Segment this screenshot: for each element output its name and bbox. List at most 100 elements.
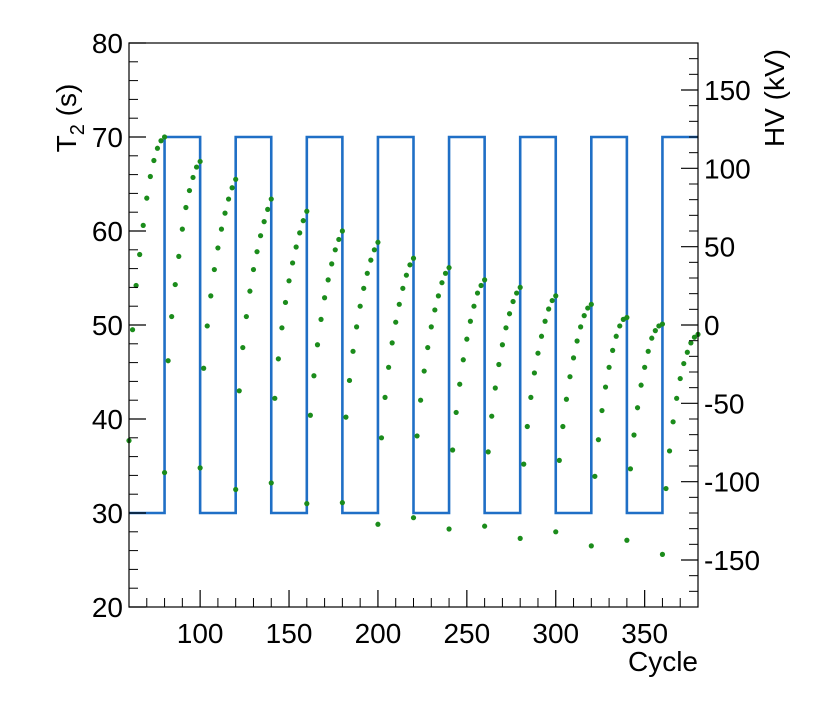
t2-point [659, 321, 666, 327]
t2-point [659, 551, 666, 557]
y2-tick-label: -50 [704, 388, 744, 419]
t2-point [549, 297, 555, 304]
t2-point [482, 277, 488, 283]
t2-point [293, 244, 299, 250]
t2-point [691, 334, 698, 340]
t2-point [538, 333, 545, 339]
t2-point [663, 485, 669, 492]
t2-point [137, 251, 143, 258]
t2-point [666, 448, 673, 454]
t2-point [179, 226, 185, 232]
t2-point [631, 432, 637, 438]
t2-point [634, 405, 641, 411]
t2-point [606, 364, 612, 370]
t2-point [225, 196, 232, 202]
t2-point [453, 409, 459, 416]
t2-point [610, 347, 616, 353]
x-tick-label: 150 [266, 618, 313, 649]
t2-point [506, 311, 513, 317]
t2-point [321, 295, 328, 301]
t2-point [553, 293, 559, 299]
t2-point [649, 335, 655, 341]
t2-point [343, 414, 349, 420]
t2-point [688, 340, 694, 346]
t2-point [307, 412, 313, 418]
t2-point [556, 457, 562, 463]
t2-point [261, 219, 267, 225]
x-tick-label: 300 [532, 618, 579, 649]
t2-point [418, 397, 424, 403]
t2-point [311, 373, 317, 379]
t2-point [674, 395, 680, 401]
t2-point [357, 303, 363, 309]
t2-point [450, 447, 456, 453]
y2-tick-label: 150 [704, 75, 751, 106]
t2-point [570, 355, 577, 361]
t2-point [535, 350, 541, 356]
t2-point [250, 266, 257, 273]
t2-point [414, 433, 420, 439]
t2-point [339, 228, 345, 234]
t2-point [624, 537, 630, 543]
t2-point [517, 535, 523, 541]
t2-point [578, 324, 584, 330]
t2-point [428, 324, 434, 330]
t2-point [503, 325, 509, 331]
t2-point [254, 249, 260, 255]
t2-point [464, 336, 470, 342]
t2-point [574, 338, 580, 344]
y-tick-label: 80 [92, 28, 123, 59]
t2-point [442, 270, 449, 276]
t2-point [201, 365, 207, 371]
t2-point [531, 370, 538, 376]
t2-point [197, 158, 203, 165]
t2-point [247, 288, 253, 294]
t2-point [325, 277, 331, 283]
t2-point [403, 272, 409, 278]
t2-point [446, 526, 452, 532]
t2-point [581, 313, 587, 319]
t2-point [474, 290, 481, 296]
y2-tick-label: 100 [704, 153, 751, 184]
x-tick-label: 250 [443, 618, 490, 649]
t2-point [378, 435, 385, 441]
t2-point [233, 486, 239, 493]
t2-point [336, 236, 342, 243]
t2-point [489, 413, 495, 419]
t2-point [617, 323, 623, 329]
t2-point [243, 313, 249, 320]
t2-point [407, 262, 413, 268]
t2-point [197, 465, 203, 471]
t2-point [585, 305, 591, 311]
t2-point [204, 323, 210, 329]
t2-point [521, 461, 527, 467]
y2-axis-title: HV (kV) [759, 49, 790, 147]
t2-point-series [126, 134, 701, 557]
t2-point [652, 328, 658, 334]
t2-point [318, 316, 324, 322]
t2-point [670, 419, 676, 425]
t2-point [339, 500, 345, 506]
t2-point [154, 145, 161, 151]
x-tick-label: 350 [621, 618, 668, 649]
t2-point [681, 360, 687, 367]
t2-point [211, 266, 217, 273]
t2-point [304, 208, 310, 214]
t2-point [410, 255, 417, 261]
t2-point [190, 174, 196, 181]
y2-tick-label: 50 [704, 232, 735, 263]
t2-point [222, 210, 228, 216]
t2-point [510, 298, 516, 305]
t2-point [215, 245, 221, 251]
t2-point [304, 501, 310, 507]
t2-point [129, 327, 136, 333]
t2-point [300, 218, 306, 224]
t2-point [371, 247, 377, 253]
y2-tick-label: -150 [704, 545, 760, 576]
t2-point [642, 364, 648, 370]
t2-point [624, 314, 630, 321]
y-tick-label: 40 [92, 404, 123, 435]
t2-point [236, 388, 242, 394]
t2-point [361, 285, 367, 291]
